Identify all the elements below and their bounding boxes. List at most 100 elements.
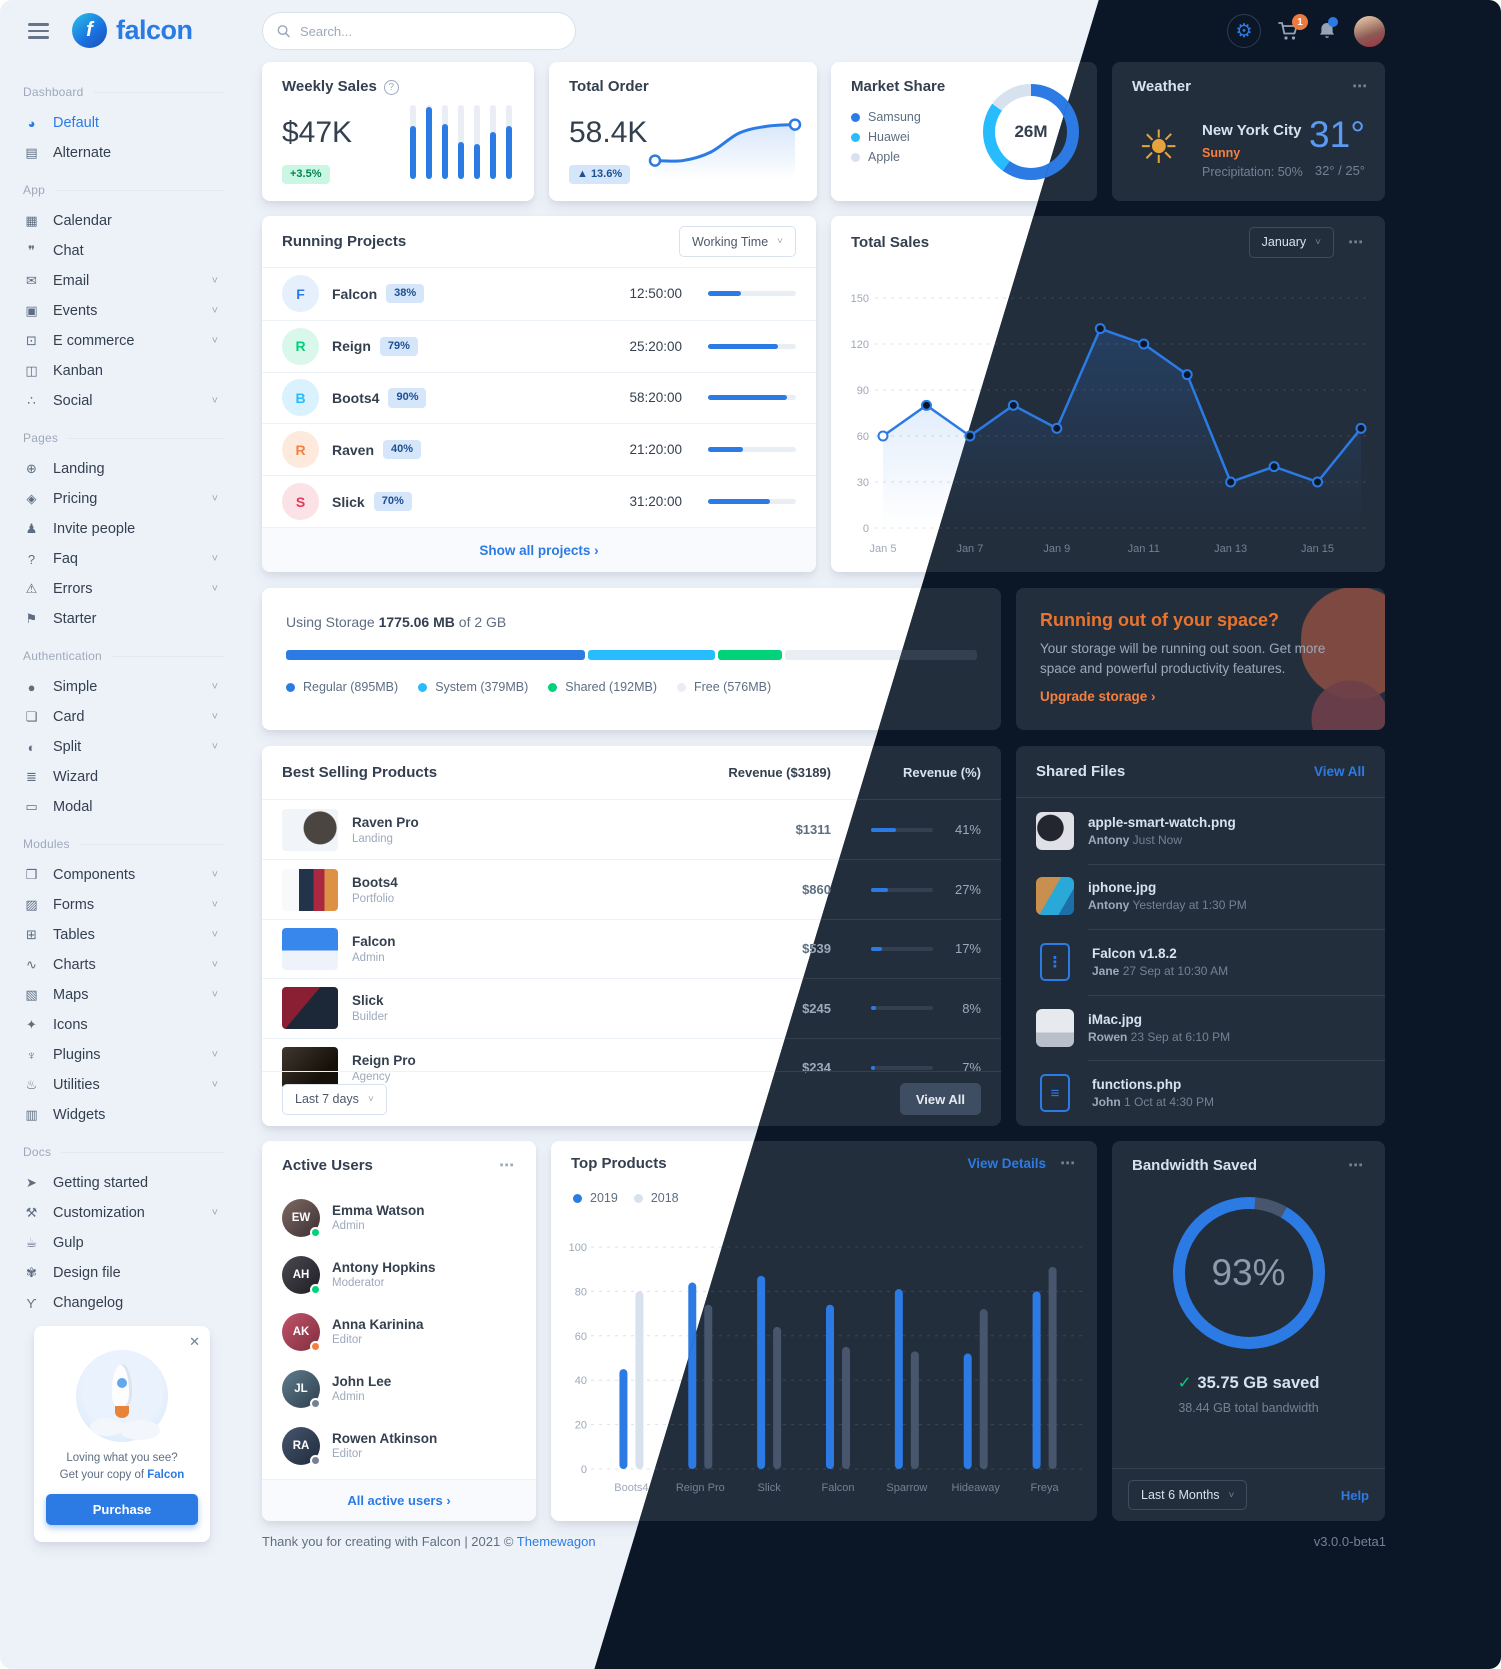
project-name-link[interactable]: Falcon <box>332 285 378 302</box>
sidebar-item-events[interactable]: ▣ Events ˅ <box>23 296 224 326</box>
settings-gear-icon[interactable]: ⚙ <box>1227 14 1261 48</box>
purchase-button[interactable]: Purchase <box>46 1493 198 1525</box>
sidebar-item-label: Utilities <box>53 1077 100 1093</box>
sidebar-item-invite-people[interactable]: ♟ Invite people <box>23 514 224 544</box>
bar-chart-icon: ▤ <box>25 145 38 160</box>
sidebar-item-chat[interactable]: ❞ Chat <box>23 236 224 266</box>
sidebar-item-forms[interactable]: ▨ Forms ˅ <box>23 890 224 920</box>
kanban-icon: ◫ <box>25 363 38 378</box>
notifications-bell-icon[interactable] <box>1317 17 1338 41</box>
show-all-projects-link[interactable]: Show all projects › <box>479 542 599 558</box>
flag-icon: ⚑ <box>25 611 38 626</box>
user-name-link[interactable]: Antony Hopkins <box>332 1260 436 1275</box>
card-menu-icon[interactable]: ⋯ <box>1348 1156 1365 1174</box>
last-6-months-select[interactable]: Last 6 Months˅ <box>1128 1480 1248 1510</box>
bandwidth-saved-card: Bandwidth Saved ⋯ 93% ✓35.75 GB saved 38… <box>1112 1141 1385 1521</box>
falcon-link[interactable]: Falcon <box>147 1469 185 1482</box>
project-name-link[interactable]: Boots4 <box>332 389 380 406</box>
close-icon[interactable]: ✕ <box>189 1334 200 1349</box>
sidebar-item-wizard[interactable]: ≣ Wizard <box>23 762 224 792</box>
sidebar-item-changelog[interactable]: ϒ Changelog <box>23 1288 224 1318</box>
sidebar-item-plugins[interactable]: ♆ Plugins ˅ <box>23 1040 224 1070</box>
user-row: RA Rowen Atkinson Editor <box>262 1417 536 1474</box>
sidebar-item-starter[interactable]: ⚑ Starter <box>23 604 224 634</box>
legend-item-2019[interactable]: 2019 <box>573 1191 618 1205</box>
project-name-link[interactable]: Raven <box>332 441 375 458</box>
working-time-select[interactable]: Working Time˅ <box>678 226 796 257</box>
file-name-link[interactable]: apple-smart-watch.png <box>1088 814 1236 830</box>
sidebar-item-errors[interactable]: ⚠ Errors ˅ <box>23 574 224 604</box>
file-name-link[interactable]: iphone.jpg <box>1088 880 1157 896</box>
user-name-link[interactable]: Anna Karinina <box>332 1317 424 1332</box>
sidebar-item-customization[interactable]: ⚒ Customization ˅ <box>23 1198 224 1228</box>
user-name-link[interactable]: Emma Watson <box>332 1203 425 1218</box>
all-active-users-link[interactable]: All active users › <box>347 1493 451 1508</box>
sidebar-item-gulp[interactable]: ☕ Gulp <box>23 1228 224 1258</box>
hamburger-menu-button[interactable] <box>28 23 49 43</box>
month-select[interactable]: January˅ <box>1248 226 1334 258</box>
sidebar-item-e-commerce[interactable]: ⊡ E commerce ˅ <box>23 326 224 356</box>
sidebar-item-tables[interactable]: ⊞ Tables ˅ <box>23 920 224 950</box>
brand-logo[interactable]: f falcon <box>72 13 193 48</box>
legend-item-2018[interactable]: 2018 <box>633 1191 679 1205</box>
icons-icon: ✦ <box>26 1017 37 1032</box>
sidebar-item-components[interactable]: ❒ Components ˅ <box>23 860 224 890</box>
product-name-link[interactable]: Reign Pro <box>352 1052 416 1068</box>
user-name-link[interactable]: Rowen Atkinson <box>332 1431 438 1446</box>
product-name-link[interactable]: Falcon <box>352 933 396 949</box>
user-role: Editor <box>332 1448 363 1460</box>
product-revenue: $860 <box>802 882 831 898</box>
card-menu-icon[interactable]: ⋯ <box>1060 1154 1077 1172</box>
file-thumbnail <box>1036 811 1074 850</box>
sidebar-item-faq[interactable]: ? Faq ˅ <box>23 544 224 574</box>
sidebar-item-pricing[interactable]: ◈ Pricing ˅ <box>23 484 224 514</box>
sidebar-item-split[interactable]: ◐ Split ˅ <box>23 732 224 762</box>
sidebar-item-utilities[interactable]: ♨ Utilities ˅ <box>23 1070 224 1100</box>
card-menu-icon[interactable]: ⋯ <box>1352 78 1369 95</box>
sidebar-item-icons[interactable]: ✦ Icons <box>23 1010 224 1040</box>
project-time: 21:20:00 <box>629 442 682 458</box>
search-input[interactable] <box>297 22 561 40</box>
file-name-link[interactable]: iMac.jpg <box>1088 1011 1143 1027</box>
project-name-link[interactable]: Slick <box>332 493 365 510</box>
shopping-cart-icon[interactable]: 1 <box>1278 14 1308 41</box>
product-name-link[interactable]: Raven Pro <box>352 814 419 830</box>
upgrade-storage-link[interactable]: Upgrade storage › <box>1040 689 1156 705</box>
themewagon-link[interactable]: Themewagon <box>516 1534 596 1549</box>
sidebar-item-social[interactable]: ∴ Social ˅ <box>23 386 224 416</box>
last-7-days-select[interactable]: Last 7 days˅ <box>282 1083 387 1115</box>
project-name-link[interactable]: Reign <box>332 338 371 355</box>
card-menu-icon[interactable]: ⋯ <box>499 1156 516 1174</box>
sidebar-item-widgets[interactable]: ▥ Widgets <box>23 1100 224 1130</box>
help-link[interactable]: Help <box>1340 1487 1369 1503</box>
card-menu-icon[interactable]: ⋯ <box>1348 233 1365 251</box>
file-name-link[interactable]: functions.php <box>1092 1077 1182 1093</box>
project-row: S Slick 70% 31:20:00 <box>262 475 816 527</box>
view-details-link[interactable]: View Details <box>967 1155 1046 1171</box>
sidebar-item-card[interactable]: ❏ Card ˅ <box>23 702 224 732</box>
file-name-link[interactable]: Falcon v1.8.2 <box>1092 945 1177 961</box>
product-name-link[interactable]: Boots4 <box>352 874 398 890</box>
project-time: 25:20:00 <box>629 338 682 354</box>
info-icon[interactable]: ? <box>383 80 399 95</box>
user-name-link[interactable]: John Lee <box>332 1374 392 1389</box>
sidebar-item-charts[interactable]: ∿ Charts ˅ <box>23 950 224 980</box>
sidebar-item-alternate[interactable]: ▤ Alternate <box>23 138 224 168</box>
sidebar-item-maps[interactable]: ▧ Maps ˅ <box>23 980 224 1010</box>
user-avatar[interactable] <box>1354 15 1385 47</box>
sidebar-item-calendar[interactable]: ▦ Calendar <box>23 206 224 236</box>
sidebar-item-email[interactable]: ✉ Email ˅ <box>23 266 224 296</box>
svg-text:Jan 9: Jan 9 <box>1043 543 1070 555</box>
view-all-button[interactable]: View All <box>899 1083 981 1115</box>
view-all-files-link[interactable]: View All <box>1313 764 1365 779</box>
sidebar-item-simple[interactable]: ● Simple ˅ <box>23 672 224 702</box>
sidebar-item-design-file[interactable]: ✾ Design file <box>23 1258 224 1288</box>
sidebar-item-default[interactable]: ◕ Default <box>23 108 224 138</box>
sidebar-item-getting-started[interactable]: ➤ Getting started <box>23 1168 224 1198</box>
sidebar-item-modal[interactable]: ▭ Modal <box>23 792 224 822</box>
sidebar-item-kanban[interactable]: ◫ Kanban <box>23 356 224 386</box>
sidebar-item-label: Wizard <box>53 769 99 785</box>
search-box[interactable] <box>262 12 576 50</box>
sidebar-item-landing[interactable]: ⊕ Landing <box>23 454 224 484</box>
product-name-link[interactable]: Slick <box>352 993 384 1009</box>
